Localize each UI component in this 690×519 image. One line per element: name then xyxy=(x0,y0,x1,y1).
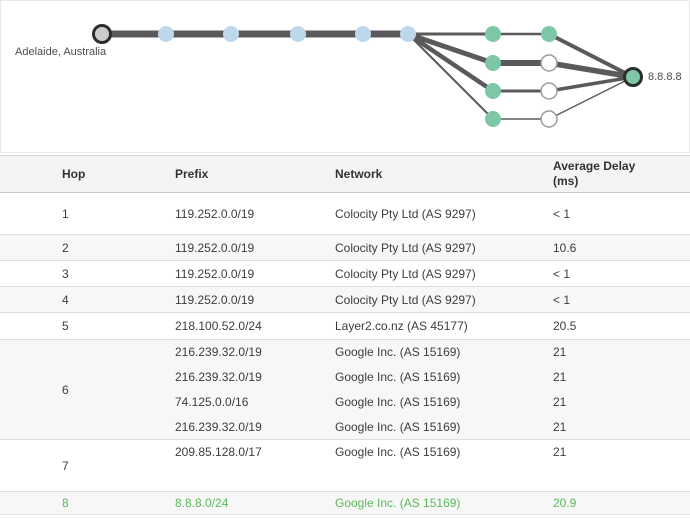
graph-node-hop-3[interactable] xyxy=(290,26,306,42)
table-row-hop-7: 7 209.85.128.0/17 Google Inc. (AS 15169)… xyxy=(0,439,690,492)
hop-number: 7 xyxy=(0,439,175,492)
hop-number: 1 xyxy=(0,192,175,235)
header-average-delay-line1: Average Delay xyxy=(553,159,636,173)
network-cell: Google Inc. (AS 15169) xyxy=(335,414,553,440)
prefix-cell: 209.85.128.0/17 xyxy=(175,439,335,465)
prefix-cell: 119.252.0.0/19 xyxy=(175,234,335,261)
graph-node-hop-6-path-2[interactable] xyxy=(485,55,501,71)
delay-cell: 21 xyxy=(553,414,690,440)
delay-cell: 21 xyxy=(553,439,690,465)
delay-cell: 21 xyxy=(553,364,690,390)
hop-number: 2 xyxy=(0,234,175,261)
table-row-hop-6-path-2: 216.239.32.0/19 Google Inc. (AS 15169) 2… xyxy=(0,364,690,390)
network-cell: Layer2.co.nz (AS 45177) xyxy=(335,312,553,340)
hops-table-header: Hop Prefix Network Average Delay (ms) xyxy=(0,155,690,193)
delay-cell: 20.5 xyxy=(553,312,690,340)
graph-edge-11 xyxy=(548,75,634,93)
prefix-cell: 216.239.32.0/19 xyxy=(175,364,335,390)
prefix-cell: 74.125.0.0/16 xyxy=(175,389,335,415)
header-hop: Hop xyxy=(0,155,175,193)
delay-cell: < 1 xyxy=(553,260,690,287)
table-row-hop-6-path-4: 216.239.32.0/19 Google Inc. (AS 15169) 2… xyxy=(0,414,690,440)
graph-node-hop-2[interactable] xyxy=(223,26,239,42)
hop-number: 8 xyxy=(0,491,175,515)
graph-edge-12 xyxy=(548,76,634,120)
hop-number: 4 xyxy=(0,286,175,313)
network-cell: Colocity Pty Ltd (AS 9297) xyxy=(335,234,553,261)
table-row-hop-3: 3 119.252.0.0/19 Colocity Pty Ltd (AS 92… xyxy=(0,260,690,287)
graph-node-hop-7-path-2[interactable] xyxy=(540,54,558,72)
hops-table: Hop Prefix Network Average Delay (ms) 1 … xyxy=(0,155,690,515)
graph-edge-2 xyxy=(407,31,494,66)
prefix-cell: 119.252.0.0/19 xyxy=(175,286,335,313)
graph-node-hop-6-path-3[interactable] xyxy=(485,83,501,99)
prefix-cell: 8.8.8.0/24 xyxy=(175,491,335,515)
hop-number: 3 xyxy=(0,260,175,287)
prefix-cell: 218.100.52.0/24 xyxy=(175,312,335,340)
header-prefix: Prefix xyxy=(175,155,335,193)
graph-node-hop-4[interactable] xyxy=(355,26,371,42)
network-cell: Google Inc. (AS 15169) xyxy=(335,491,553,515)
delay-cell: < 1 xyxy=(553,192,690,235)
source-node-label: Adelaide, Australia xyxy=(15,46,107,58)
graph-node-hop-7-path-3[interactable] xyxy=(540,82,558,100)
delay-cell: 21 xyxy=(553,389,690,415)
hop-number: 5 xyxy=(0,312,175,340)
network-cell: Colocity Pty Ltd (AS 9297) xyxy=(335,286,553,313)
hop-number: 6 xyxy=(0,339,175,440)
destination-node-label: 8.8.8.8 xyxy=(648,71,682,83)
delay-cell: < 1 xyxy=(553,286,690,313)
table-row-hop-8: 8 8.8.8.0/24 Google Inc. (AS 15169) 20.9 xyxy=(0,491,690,515)
graph-node-hop-7-path-1[interactable] xyxy=(541,26,557,42)
graph-node-hop-6-path-1[interactable] xyxy=(485,26,501,42)
graph-node-hop-7-path-4[interactable] xyxy=(540,110,558,128)
table-row-hop-2: 2 119.252.0.0/19 Colocity Pty Ltd (AS 92… xyxy=(0,234,690,261)
graph-node-hop-6-path-4[interactable] xyxy=(485,111,501,127)
graph-edge-10 xyxy=(548,60,634,80)
network-cell: Colocity Pty Ltd (AS 9297) xyxy=(335,192,553,235)
table-row-hop-4: 4 119.252.0.0/19 Colocity Pty Ltd (AS 92… xyxy=(0,286,690,313)
prefix-cell: 216.239.32.0/19 xyxy=(175,339,335,365)
graph-node-source[interactable] xyxy=(92,24,112,44)
network-cell: Google Inc. (AS 15169) xyxy=(335,364,553,390)
table-row-hop-6-path-3: 74.125.0.0/16 Google Inc. (AS 15169) 21 xyxy=(0,389,690,415)
header-average-delay-line2: (ms) xyxy=(553,174,579,188)
delay-cell: 10.6 xyxy=(553,234,690,261)
graph-node-hop-1[interactable] xyxy=(158,26,174,42)
prefix-cell: 216.239.32.0/19 xyxy=(175,414,335,440)
prefix-cell: 119.252.0.0/19 xyxy=(175,260,335,287)
network-cell: Google Inc. (AS 15169) xyxy=(335,389,553,415)
delay-cell: 21 xyxy=(553,339,690,365)
header-average-delay: Average Delay (ms) xyxy=(553,155,690,193)
traceroute-graph-panel: Adelaide, Australia 8.8.8.8 xyxy=(0,0,690,153)
network-cell: Google Inc. (AS 15169) xyxy=(335,439,553,465)
header-network: Network xyxy=(335,155,553,193)
traceroute-graph xyxy=(92,24,643,128)
graph-edge-9 xyxy=(548,32,634,79)
prefix-cell: 119.252.0.0/19 xyxy=(175,192,335,235)
graph-node-hop-5[interactable] xyxy=(400,26,416,42)
network-cell: Google Inc. (AS 15169) xyxy=(335,339,553,365)
graph-node-destination[interactable] xyxy=(623,67,643,87)
delay-cell: 20.9 xyxy=(553,491,690,515)
graph-edge-3 xyxy=(406,32,495,93)
table-row-hop-1: 1 119.252.0.0/19 Colocity Pty Ltd (AS 92… xyxy=(0,192,690,235)
graph-edge-4 xyxy=(407,33,494,120)
table-row-hop-6-path-1: 6 216.239.32.0/19 Google Inc. (AS 15169)… xyxy=(0,339,690,440)
table-row-hop-5: 5 218.100.52.0/24 Layer2.co.nz (AS 45177… xyxy=(0,312,690,340)
network-cell: Colocity Pty Ltd (AS 9297) xyxy=(335,260,553,287)
hops-table-area: Hop Prefix Network Average Delay (ms) 1 … xyxy=(0,155,690,515)
